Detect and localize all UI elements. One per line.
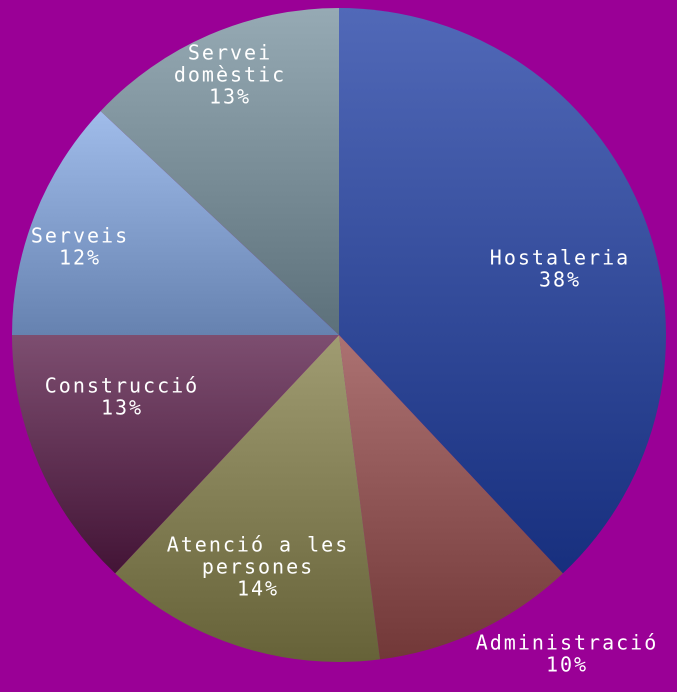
slice-percent-label: 38%	[539, 268, 581, 292]
slice-category-label: Atenció a les	[167, 533, 350, 557]
slice-category-label: Servei	[188, 41, 272, 65]
pie-slice	[12, 111, 339, 335]
slice-category-label: domèstic	[174, 63, 286, 87]
pie-slice	[339, 335, 563, 660]
slice-percent-label: 14%	[237, 577, 279, 601]
pie-slice	[100, 8, 339, 335]
slice-percent-label: 10%	[546, 653, 588, 677]
pie-slices	[12, 8, 666, 662]
slice-category-label: Administració	[476, 631, 659, 655]
slice-category-label: Hostaleria	[490, 246, 630, 270]
slice-category-label: persones	[202, 555, 314, 579]
slice-category-label: Serveis	[31, 224, 129, 248]
slice-category-label: Construcció	[45, 374, 199, 398]
pie-slice	[12, 335, 339, 574]
pie-slice	[339, 8, 666, 574]
slice-percent-label: 13%	[101, 396, 143, 420]
slice-percent-label: 13%	[209, 85, 251, 109]
pie-slice	[115, 335, 380, 662]
slice-percent-label: 12%	[59, 246, 101, 270]
